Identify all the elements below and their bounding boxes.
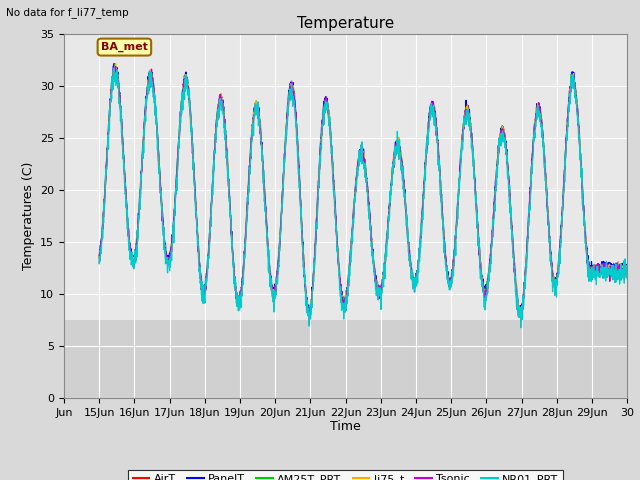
PanelT xyxy=(306,312,314,317)
Text: No data for f_li77_temp: No data for f_li77_temp xyxy=(6,7,129,18)
Bar xyxy=(64,320,627,398)
AirT xyxy=(516,313,524,319)
AM25T_PRT xyxy=(243,215,250,220)
Legend: AirT, PanelT, AM25T_PRT, li75_t, Tsonic, NR01_PRT: AirT, PanelT, AM25T_PRT, li75_t, Tsonic,… xyxy=(128,469,563,480)
li75_t xyxy=(95,254,103,260)
NR01_PRT xyxy=(95,258,103,264)
li75_t xyxy=(306,312,314,318)
Tsonic xyxy=(307,316,314,322)
X-axis label: Time: Time xyxy=(330,420,361,432)
PanelT xyxy=(577,161,585,167)
Tsonic xyxy=(577,161,585,167)
Tsonic xyxy=(379,282,387,288)
AM25T_PRT xyxy=(517,310,525,315)
PanelT xyxy=(517,305,525,311)
Title: Temperature: Temperature xyxy=(297,16,394,31)
PanelT xyxy=(390,151,398,156)
NR01_PRT xyxy=(243,217,250,223)
PanelT xyxy=(623,262,631,268)
NR01_PRT xyxy=(390,158,397,164)
Tsonic xyxy=(517,313,525,319)
Line: li75_t: li75_t xyxy=(99,63,627,315)
AirT xyxy=(517,312,525,317)
NR01_PRT xyxy=(110,66,118,72)
NR01_PRT xyxy=(577,174,585,180)
AirT xyxy=(112,65,120,71)
NR01_PRT xyxy=(516,312,524,318)
NR01_PRT xyxy=(379,284,387,290)
AirT xyxy=(390,156,397,162)
Text: BA_met: BA_met xyxy=(101,42,148,52)
AM25T_PRT xyxy=(623,269,631,275)
AirT xyxy=(379,280,387,286)
PanelT xyxy=(110,60,118,66)
AM25T_PRT xyxy=(379,278,387,284)
AM25T_PRT xyxy=(111,61,118,67)
Tsonic xyxy=(592,271,600,277)
AM25T_PRT xyxy=(577,162,585,168)
Tsonic xyxy=(390,156,398,162)
NR01_PRT xyxy=(623,272,631,277)
AirT xyxy=(577,163,585,169)
AirT xyxy=(95,256,103,262)
NR01_PRT xyxy=(592,273,600,279)
PanelT xyxy=(592,263,600,269)
li75_t xyxy=(390,152,398,158)
AM25T_PRT xyxy=(95,253,103,259)
li75_t xyxy=(379,280,387,286)
li75_t xyxy=(517,311,525,316)
AirT xyxy=(243,214,250,220)
Line: AirT: AirT xyxy=(99,68,627,316)
li75_t xyxy=(112,60,120,66)
PanelT xyxy=(95,252,103,258)
AM25T_PRT xyxy=(592,267,600,273)
Line: NR01_PRT: NR01_PRT xyxy=(99,69,627,328)
AM25T_PRT xyxy=(305,312,313,318)
Y-axis label: Temperatures (C): Temperatures (C) xyxy=(22,162,35,270)
li75_t xyxy=(577,162,585,168)
Line: Tsonic: Tsonic xyxy=(99,67,627,319)
NR01_PRT xyxy=(517,325,525,331)
Tsonic xyxy=(623,264,631,270)
PanelT xyxy=(243,210,250,216)
li75_t xyxy=(592,262,600,267)
AirT xyxy=(592,267,600,273)
li75_t xyxy=(243,212,250,217)
li75_t xyxy=(623,265,631,271)
AirT xyxy=(623,268,631,274)
Line: PanelT: PanelT xyxy=(99,63,627,314)
Tsonic xyxy=(243,218,250,224)
Tsonic xyxy=(111,64,119,70)
Tsonic xyxy=(95,260,103,266)
AM25T_PRT xyxy=(390,153,398,159)
PanelT xyxy=(379,277,387,283)
Line: AM25T_PRT: AM25T_PRT xyxy=(99,64,627,315)
